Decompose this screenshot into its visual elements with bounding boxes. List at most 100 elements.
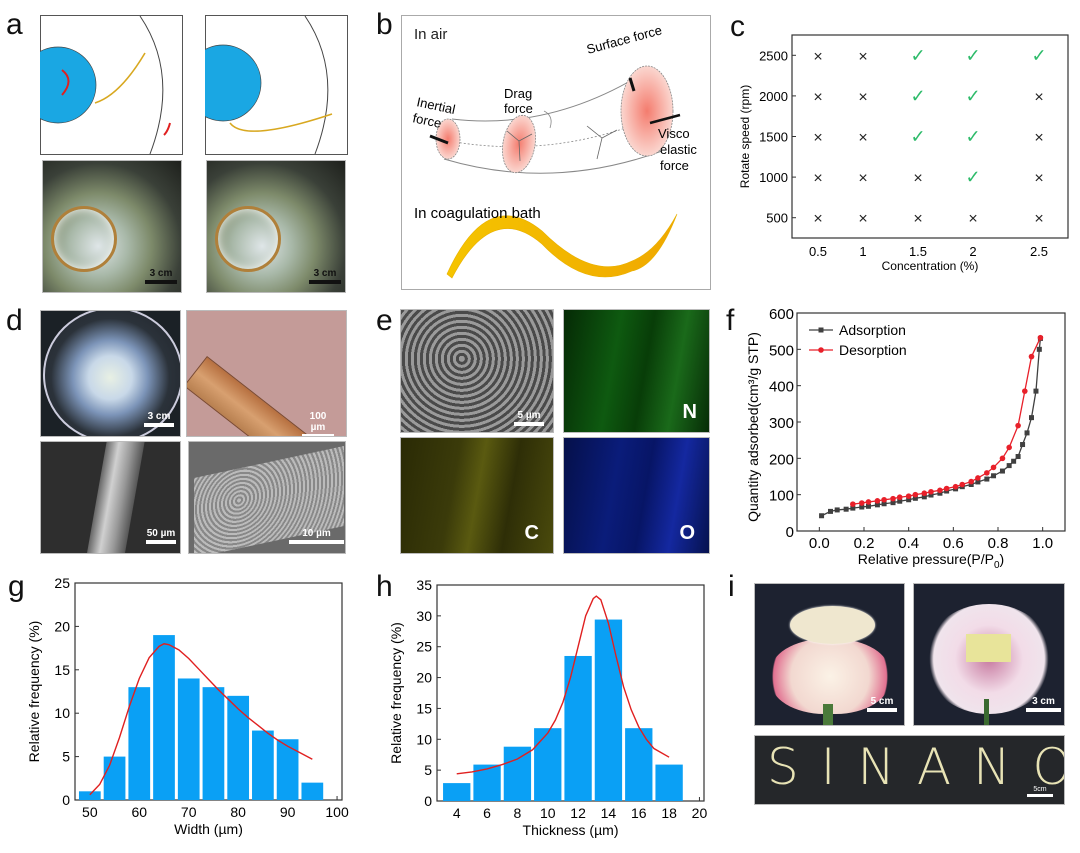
histogram-bar (177, 678, 200, 800)
data-point (1015, 422, 1021, 429)
scale-bar: 5 cm (867, 696, 897, 712)
x-tick-label: 4 (453, 805, 461, 821)
data-point (890, 495, 896, 502)
chart-h: 0 5 10 15 20 25 30 35 4 6 8 10 12 14 16 18 20 Thickness (… (388, 577, 707, 838)
drag-force-label: force (504, 101, 533, 116)
cross-marker: × (858, 211, 867, 228)
data-point (975, 479, 981, 485)
scale-bar: 3 cm (144, 411, 174, 427)
jet-schematic: Surface force Drag force Inertial force … (411, 22, 697, 279)
panel-e-sem: 5 µm (400, 309, 554, 433)
data-point (999, 455, 1006, 462)
data-point (1024, 430, 1030, 436)
in-air-label: In air (414, 26, 448, 43)
scale-bar: 3 cm (1026, 696, 1061, 712)
panel-i-photo-dahlia: 3 cm (913, 583, 1065, 726)
force-arrow-inertial (429, 134, 449, 145)
histogram-bar (564, 655, 592, 801)
inertial-force-label: force (411, 110, 442, 131)
y-tick-label: 35 (416, 577, 432, 593)
panel-label-d: d (6, 304, 23, 337)
data-point (865, 499, 872, 505)
cross-marker: × (1034, 170, 1043, 187)
data-point (999, 468, 1005, 474)
y-axis-label: Quantity adsorbed(cm³/g STP) (745, 332, 761, 522)
data-point (874, 498, 881, 504)
y-tick-label: 15 (54, 662, 70, 678)
check-marker: ✓ (965, 167, 980, 187)
x-tick-label: 12 (570, 805, 586, 821)
panel-label-f: f (726, 304, 735, 337)
x-tick-label: 50 (82, 804, 98, 820)
fiber-letters-word: SINANO (767, 738, 1065, 796)
histogram-bar (625, 728, 653, 801)
cross-marker: × (813, 48, 822, 65)
x-tick-label: 90 (280, 804, 296, 820)
chart-c: 500 1000 1500 2000 2500 0.5 1 1.5 2 2.5 Concentrat… (738, 34, 1069, 273)
x-tick-label: 0.2 (854, 535, 875, 552)
cross-marker: × (813, 211, 822, 228)
data-point (1020, 442, 1026, 448)
data-point (828, 508, 833, 514)
fiber-strand (94, 52, 146, 104)
data-point (843, 506, 849, 512)
plot-frame (791, 34, 1069, 239)
data-point (991, 473, 997, 479)
series-line-desorption (852, 337, 1042, 505)
cross-marker: × (913, 170, 922, 187)
histogram-bar (276, 739, 299, 800)
data-point (1011, 458, 1017, 464)
x-tick-label: 80 (230, 804, 246, 820)
histogram-bar (227, 695, 250, 800)
histogram-bar (103, 756, 126, 800)
x-tick-label: 100 (325, 804, 349, 820)
rotation-arrow-icon (163, 122, 171, 136)
panel-label-g: g (8, 570, 25, 603)
data-point (975, 475, 981, 481)
data-point (819, 513, 825, 519)
panel-d-sem-cross-section: 10 µm (188, 441, 346, 554)
element-label: N (682, 401, 697, 423)
fiber-ribbon (446, 213, 678, 279)
y-axis-label: Rotate speed (rpm) (738, 85, 752, 188)
visco-force-label: force (660, 158, 689, 173)
histogram-bar (301, 782, 324, 800)
check-marker: ✓ (965, 45, 980, 65)
panel-a-photo-2: 3 cm (206, 160, 346, 293)
histogram-bar (503, 746, 532, 801)
check-marker: ✓ (910, 45, 925, 65)
scale-bar: 50 µm (146, 528, 176, 544)
y-tick-label: 20 (416, 670, 432, 686)
panel-label-c: c (730, 10, 745, 43)
legend-label: Desorption (839, 342, 907, 358)
data-point (1029, 415, 1034, 421)
check-marker: ✓ (910, 127, 925, 147)
data-point (928, 492, 934, 498)
data-point (937, 487, 943, 494)
y-axis-label: Relative frequency (%) (26, 621, 42, 763)
y-tick-label: 25 (416, 639, 432, 655)
data-point (905, 493, 912, 499)
y-tick-label: 0 (786, 524, 794, 541)
histogram-bar (594, 619, 623, 801)
panel-a-schematic-1 (40, 15, 183, 155)
data-point (984, 476, 990, 482)
x-tick-label: 0.8 (988, 535, 1009, 552)
cross-marker: × (813, 130, 822, 147)
y-tick-label: 20 (54, 618, 70, 634)
x-tick-label: 6 (483, 805, 491, 821)
x-tick-label: 2 (969, 244, 976, 259)
check-marker: ✓ (910, 86, 925, 106)
container-wall (139, 15, 164, 155)
y-tick-label: 5 (424, 762, 432, 778)
data-point (1028, 353, 1035, 360)
data-point (959, 481, 966, 488)
data-point (943, 485, 950, 492)
data-point (881, 496, 887, 503)
scale-bar: 5cm (1027, 786, 1053, 797)
data-point (952, 483, 959, 490)
element-label: C (524, 522, 539, 544)
x-tick-label: 1.5 (909, 244, 927, 259)
force-arrow-surface (628, 77, 636, 92)
data-point (896, 494, 903, 501)
